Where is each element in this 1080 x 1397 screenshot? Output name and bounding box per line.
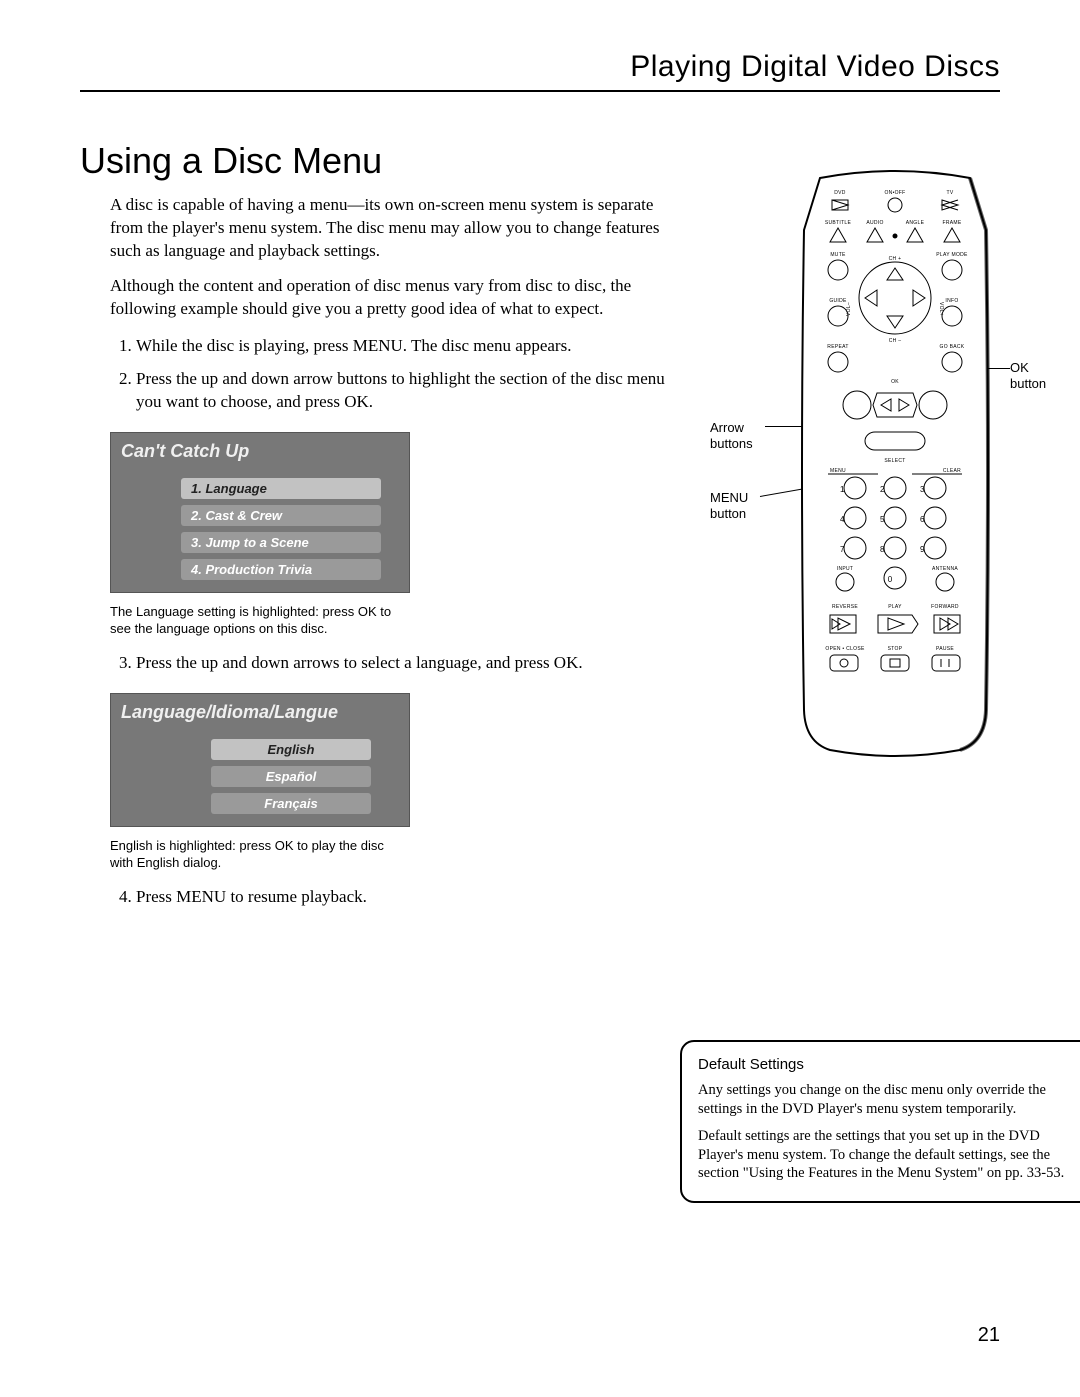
fig1-item-2: 2. Cast & Crew: [181, 505, 381, 526]
steps-list-cont: Press the up and down arrows to select a…: [110, 652, 670, 675]
svg-text:SELECT: SELECT: [884, 458, 905, 464]
callout-ok-text: OK button: [1010, 360, 1046, 391]
svg-text:GO BACK: GO BACK: [940, 344, 965, 350]
sidebar-default-settings: Default Settings Any settings you change…: [680, 1040, 1080, 1203]
steps-list: While the disc is playing, press MENU. T…: [110, 335, 670, 414]
fig1-item-1: 1. Language: [181, 478, 381, 499]
fig2-item-2: Español: [211, 766, 371, 787]
callout-menu: MENU button: [710, 490, 780, 521]
step-2: Press the up and down arrow buttons to h…: [136, 368, 670, 414]
figure-2-title: Language/Idioma/Langue: [111, 694, 409, 727]
svg-text:VOL–: VOL–: [846, 302, 852, 316]
svg-text:AUDIO: AUDIO: [866, 220, 883, 226]
callout-menu-text: MENU button: [710, 490, 748, 521]
svg-text:REPEAT: REPEAT: [827, 344, 848, 350]
svg-text:ANTENNA: ANTENNA: [932, 566, 958, 572]
sidebar-p1: Any settings you change on the disc menu…: [698, 1081, 1080, 1119]
figure-title: Can't Catch Up: [111, 433, 409, 466]
step-4: Press MENU to resume playback.: [136, 886, 670, 909]
fig1-item-3: 3. Jump to a Scene: [181, 532, 381, 553]
svg-text:TV: TV: [947, 190, 954, 196]
svg-text:0: 0: [888, 575, 893, 584]
svg-text:SUBTITLE: SUBTITLE: [825, 220, 852, 226]
remote-diagram: OK button Arrow buttons MENU button DVD: [680, 170, 1080, 790]
steps-list-cont2: Press MENU to resume playback.: [110, 886, 670, 909]
body-column: A disc is capable of having a menu—its o…: [110, 194, 670, 909]
svg-text:ON•OFF: ON•OFF: [884, 190, 905, 196]
svg-text:FORWARD: FORWARD: [931, 604, 959, 610]
svg-text:OK: OK: [891, 379, 899, 385]
figure-1-caption: The Language setting is highlighted: pre…: [110, 603, 410, 638]
step-3: Press the up and down arrows to select a…: [136, 652, 670, 675]
svg-text:CH –: CH –: [889, 338, 902, 344]
remote-illustration: DVD ON•OFF TV SUBTITLE AUDIO ANGLE FRAME: [790, 170, 1000, 760]
svg-text:ANGLE: ANGLE: [906, 220, 925, 226]
svg-text:CH +: CH +: [889, 256, 902, 262]
svg-text:VOL+: VOL+: [938, 302, 944, 316]
svg-text:REVERSE: REVERSE: [832, 604, 858, 610]
figure-2-caption: English is highlighted: press OK to play…: [110, 837, 410, 872]
svg-text:STOP: STOP: [888, 646, 903, 652]
callout-arrow: Arrow buttons: [710, 420, 780, 451]
sidebar-p2: Default settings are the settings that y…: [698, 1127, 1080, 1184]
svg-text:INPUT: INPUT: [837, 566, 854, 572]
svg-text:CLEAR: CLEAR: [943, 468, 961, 474]
svg-text:OPEN • CLOSE: OPEN • CLOSE: [825, 646, 865, 652]
step-1: While the disc is playing, press MENU. T…: [136, 335, 670, 358]
fig2-item-3: Français: [211, 793, 371, 814]
figure-disc-menu: Can't Catch Up 1. Language 2. Cast & Cre…: [110, 432, 410, 593]
callout-arrow-text: Arrow buttons: [710, 420, 753, 451]
intro-paragraph-2: Although the content and operation of di…: [110, 275, 670, 321]
sidebar-title: Default Settings: [698, 1056, 1080, 1073]
intro-paragraph-1: A disc is capable of having a menu—its o…: [110, 194, 670, 263]
callout-ok: OK button: [1010, 360, 1080, 391]
svg-text:INFO: INFO: [945, 298, 958, 304]
figure-language-menu: Language/Idioma/Langue English Español F…: [110, 693, 410, 827]
fig1-item-4: 4. Production Trivia: [181, 559, 381, 580]
fig2-item-1: English: [211, 739, 371, 760]
svg-text:GUIDE: GUIDE: [829, 298, 847, 304]
svg-text:FRAME: FRAME: [943, 220, 962, 226]
svg-text:PAUSE: PAUSE: [936, 646, 954, 652]
running-head: Playing Digital Video Discs: [80, 50, 1000, 92]
page-number: 21: [978, 1324, 1000, 1347]
svg-text:MENU: MENU: [830, 468, 846, 474]
svg-text:PLAY MODE: PLAY MODE: [936, 252, 968, 258]
svg-text:MUTE: MUTE: [830, 252, 846, 258]
svg-text:DVD: DVD: [834, 190, 846, 196]
svg-text:PLAY: PLAY: [888, 604, 902, 610]
